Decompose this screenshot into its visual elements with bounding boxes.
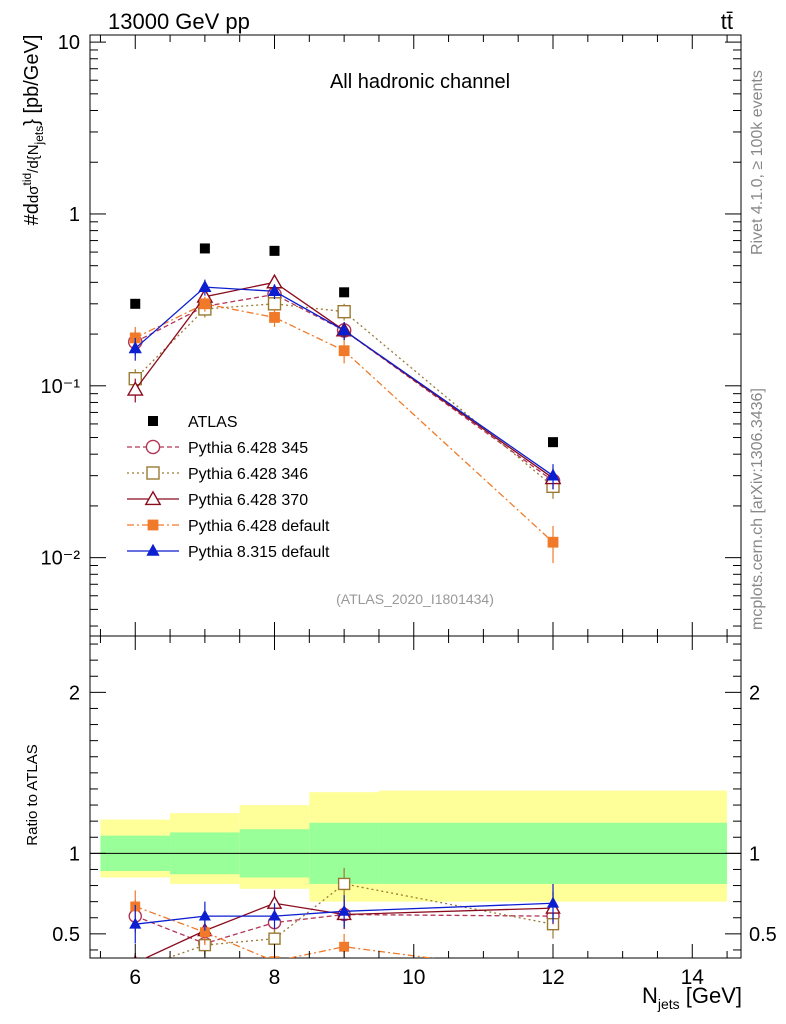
legend-marker bbox=[146, 543, 160, 556]
data-point bbox=[267, 284, 282, 297]
legend-label: Pythia 6.428 370 bbox=[188, 492, 308, 509]
y-tick-label: 1 bbox=[69, 204, 80, 226]
ratio-tick-label-left: 2 bbox=[69, 682, 80, 704]
ratio-point bbox=[199, 927, 210, 938]
ratio-point bbox=[198, 909, 211, 921]
legend-entry: ATLAS bbox=[148, 414, 238, 431]
ratio-y-axis-label: Ratio to ATLAS bbox=[24, 744, 41, 845]
ratio-series-4 bbox=[129, 883, 560, 944]
data-point bbox=[199, 298, 211, 310]
atlas-data-point bbox=[339, 287, 350, 298]
energy-label: 13000 GeV pp bbox=[108, 9, 250, 34]
legend-label: Pythia 6.428 default bbox=[188, 518, 330, 535]
ratio-tick-label-right: 1 bbox=[749, 843, 760, 865]
data-point bbox=[128, 341, 142, 354]
legend-marker bbox=[148, 416, 158, 426]
process-label: tt̄ bbox=[721, 9, 733, 34]
series-3 bbox=[129, 296, 559, 564]
y-tick-label: 10⁻¹ bbox=[41, 376, 81, 398]
rivet-version-label: Rivet 4.1.0, ≥ 100k events bbox=[749, 70, 766, 255]
data-point bbox=[338, 345, 350, 357]
ratio-point bbox=[338, 904, 351, 916]
legend-entry: Pythia 6.428 345 bbox=[127, 439, 308, 457]
legend-marker bbox=[146, 466, 160, 480]
data-point bbox=[198, 279, 212, 292]
atlas-data bbox=[130, 243, 559, 448]
legend-entry: Pythia 8.315 default bbox=[127, 543, 330, 561]
legend-entry: Pythia 6.428 default bbox=[127, 518, 330, 535]
legend-label: Pythia 6.428 345 bbox=[188, 440, 308, 457]
data-point bbox=[337, 323, 351, 336]
atlas-data-point bbox=[269, 245, 280, 256]
data-point bbox=[546, 468, 560, 481]
ratio-tick-label-right: 2 bbox=[749, 682, 760, 704]
series-line bbox=[134, 303, 554, 543]
ratio-tick-label-left: 1 bbox=[69, 843, 80, 865]
x-tick-label: 8 bbox=[269, 966, 281, 989]
ratio-point bbox=[268, 932, 281, 945]
svg-text:#ddσtid/d{Njets} [pb/GeV]: #ddσtid/d{Njets} [pb/GeV] bbox=[20, 35, 46, 226]
ratio-panel-frame bbox=[89, 635, 742, 959]
data-point bbox=[129, 332, 141, 344]
x-tick-label: 12 bbox=[541, 966, 564, 989]
x-tick-label: 6 bbox=[129, 966, 141, 989]
atlas-data-point bbox=[199, 243, 210, 254]
series-4 bbox=[128, 279, 560, 490]
legend-marker bbox=[144, 490, 162, 506]
x-axis-label: Njets [GeV] bbox=[642, 983, 742, 1012]
data-point bbox=[269, 312, 280, 323]
ratio-point bbox=[337, 877, 351, 891]
atlas-data-point bbox=[130, 298, 141, 309]
legend-label: ATLAS bbox=[188, 414, 238, 431]
y-tick-label: 10 bbox=[58, 32, 80, 54]
chart-title: All hadronic channel bbox=[330, 71, 510, 93]
data-point bbox=[337, 304, 351, 319]
legend-marker bbox=[147, 519, 159, 531]
y-tick-label: 10⁻² bbox=[41, 548, 81, 570]
legend-entry: Pythia 6.428 370 bbox=[127, 490, 308, 509]
svg-text:Njets [GeV]: Njets [GeV] bbox=[642, 983, 742, 1012]
data-point bbox=[126, 381, 144, 396]
ratio-point bbox=[546, 896, 560, 908]
atlas-data-point bbox=[548, 437, 559, 448]
ratio-point bbox=[129, 917, 142, 929]
x-tick-label: 14 bbox=[681, 966, 705, 989]
series-line bbox=[134, 303, 554, 487]
analysis-id-label: (ATLAS_2020_I1801434) bbox=[336, 591, 494, 607]
legend-label: Pythia 8.315 default bbox=[188, 544, 330, 561]
ratio-point bbox=[268, 909, 281, 921]
legend-entry: Pythia 6.428 346 bbox=[127, 466, 308, 483]
x-tick-label: 10 bbox=[402, 966, 425, 989]
legend-marker bbox=[145, 439, 161, 455]
ratio-point bbox=[339, 941, 350, 952]
data-point bbox=[547, 536, 559, 548]
mcplots-label: mcplots.cern.ch [arXiv:1306.3436] bbox=[749, 388, 766, 630]
main-y-axis-label: #ddσtid/d{Njets} [pb/GeV] bbox=[20, 35, 46, 226]
data-point bbox=[267, 297, 282, 311]
legend-label: Pythia 6.428 346 bbox=[188, 466, 308, 483]
ratio-tick-label-right: 0.5 bbox=[749, 924, 777, 946]
ratio-tick-label-left: 0.5 bbox=[52, 924, 80, 946]
